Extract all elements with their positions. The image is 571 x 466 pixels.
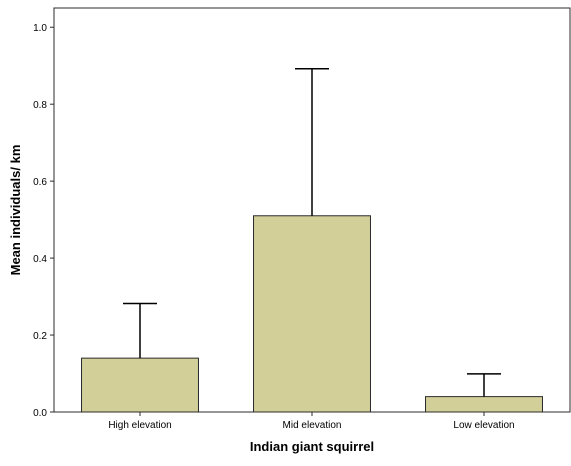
x-axis-title: Indian giant squirrel <box>250 439 374 454</box>
y-tick-label: 0.2 <box>33 331 47 342</box>
x-tick-label: High elevation <box>108 420 171 431</box>
x-tick-label: Mid elevation <box>283 420 342 431</box>
x-tick-label: Low elevation <box>453 420 514 431</box>
y-tick-label: 0.8 <box>33 100 47 111</box>
bar <box>81 357 199 413</box>
bar <box>253 215 371 413</box>
y-tick-label: 0.6 <box>33 177 47 188</box>
y-axis-title: Mean individuals/ km <box>8 145 23 276</box>
x-axis: High elevation Mid elevation Low elevation <box>108 412 515 431</box>
y-axis: 0.0 0.2 0.4 0.6 0.8 1.0 <box>33 23 54 419</box>
y-tick-label: 0.4 <box>33 254 47 265</box>
error-bars-layer <box>123 68 501 397</box>
y-tick-label: 0.0 <box>33 408 47 419</box>
bar <box>425 396 543 413</box>
y-tick-label: 1.0 <box>33 23 47 34</box>
